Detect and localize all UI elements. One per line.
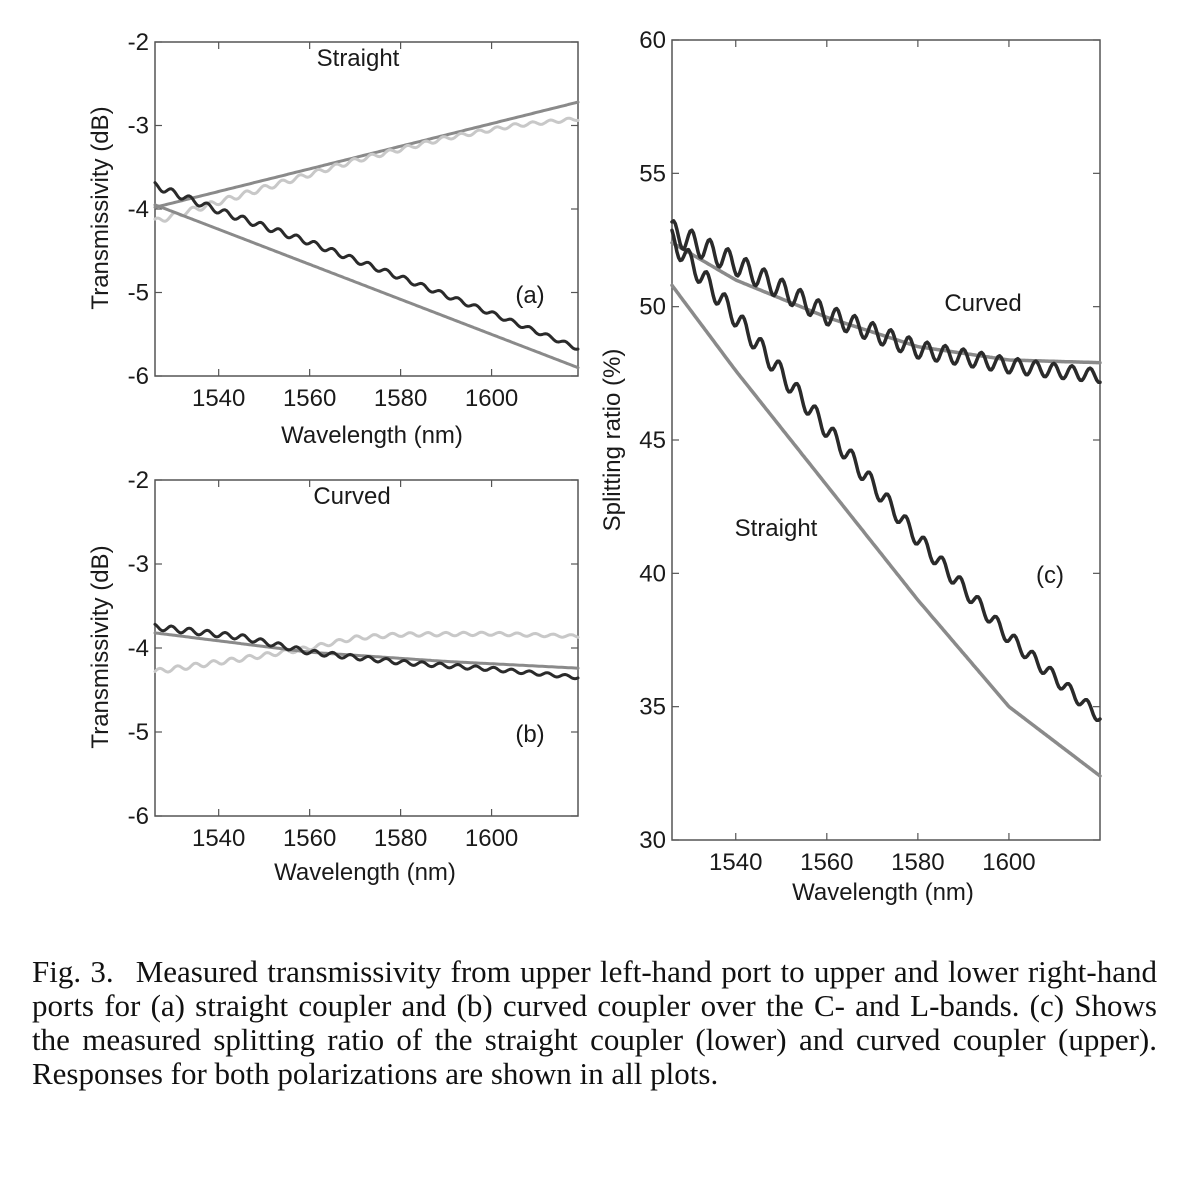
figure-panels: Straight (a) Wavelength (nm) Transmissiv… <box>87 27 1102 906</box>
y-tick-label: -4 <box>128 196 149 223</box>
panel-b: Curved (b) Wavelength (nm) Transmissivit… <box>87 467 580 886</box>
panel-c-curved-annotation: Curved <box>944 290 1021 317</box>
y-tick-label: -6 <box>128 803 149 830</box>
y-tick-label: -5 <box>128 280 149 307</box>
panel-c-xlabel: Wavelength (nm) <box>792 879 974 906</box>
x-tick-label: 1600 <box>465 825 518 852</box>
panel-c-straight-annotation: Straight <box>735 515 818 542</box>
panel-b-title: Curved <box>313 483 390 510</box>
panel-a-series-line <box>153 116 580 223</box>
y-tick-label: 60 <box>639 27 666 54</box>
panel-a: Straight (a) Wavelength (nm) Transmissiv… <box>87 29 580 449</box>
panel-c-series-line <box>670 283 1102 778</box>
y-tick-label: -6 <box>128 363 149 390</box>
panel-b-ylabel: Transmissivity (dB) <box>87 545 114 748</box>
y-tick-label: -3 <box>128 551 149 578</box>
y-tick-label: -3 <box>128 113 149 140</box>
x-tick-label: 1540 <box>192 385 245 412</box>
x-tick-label: 1580 <box>891 849 944 876</box>
x-tick-label: 1560 <box>283 385 336 412</box>
panel-a-ylabel: Transmissivity (dB) <box>87 106 114 309</box>
x-tick-label: 1560 <box>800 849 853 876</box>
caption-text: Measured transmissivity from upper left-… <box>32 954 1157 1091</box>
y-tick-label: 45 <box>639 427 666 454</box>
panel-b-series-line <box>153 630 580 674</box>
x-tick-label: 1580 <box>374 825 427 852</box>
panel-a-label: (a) <box>515 282 544 309</box>
x-tick-label: 1540 <box>192 825 245 852</box>
panel-a-title: Straight <box>317 45 400 72</box>
panel-c-series-line <box>670 228 1102 723</box>
x-tick-label: 1580 <box>374 385 427 412</box>
caption-label: Fig. 3. <box>32 954 114 989</box>
panel-c-series-line <box>670 219 1102 385</box>
y-tick-label: 50 <box>639 294 666 321</box>
y-tick-label: 35 <box>639 694 666 721</box>
y-tick-label: -2 <box>128 467 149 494</box>
y-tick-label: -5 <box>128 719 149 746</box>
figure-caption: Fig. 3. Measured transmissivity from uppe… <box>32 955 1157 1091</box>
x-tick-label: 1540 <box>709 849 762 876</box>
panel-b-label: (b) <box>515 721 544 748</box>
x-tick-label: 1600 <box>982 849 1035 876</box>
y-tick-label: 40 <box>639 560 666 587</box>
panel-b-xlabel: Wavelength (nm) <box>274 859 456 886</box>
panel-a-series-line <box>153 100 580 209</box>
panel-b-frame <box>154 479 579 817</box>
panel-c-series-line <box>670 240 1102 365</box>
panel-a-frame <box>154 41 579 377</box>
panel-c-ylabel: Splitting ratio (%) <box>599 349 626 532</box>
panel-a-xlabel: Wavelength (nm) <box>281 422 463 449</box>
panel-a-series-line <box>153 181 580 351</box>
y-tick-label: -4 <box>128 635 149 662</box>
x-tick-label: 1600 <box>465 385 518 412</box>
panel-c-frame <box>671 39 1101 841</box>
panel-b-series-line <box>153 622 580 681</box>
panel-c-label: (c) <box>1036 562 1064 589</box>
y-tick-label: 30 <box>639 827 666 854</box>
y-tick-label: -2 <box>128 29 149 56</box>
panel-a-series-line <box>153 203 580 370</box>
x-tick-label: 1560 <box>283 825 336 852</box>
y-tick-label: 55 <box>639 160 666 187</box>
panel-c: Curved Straight (c) Wavelength (nm) Spli… <box>599 27 1102 906</box>
